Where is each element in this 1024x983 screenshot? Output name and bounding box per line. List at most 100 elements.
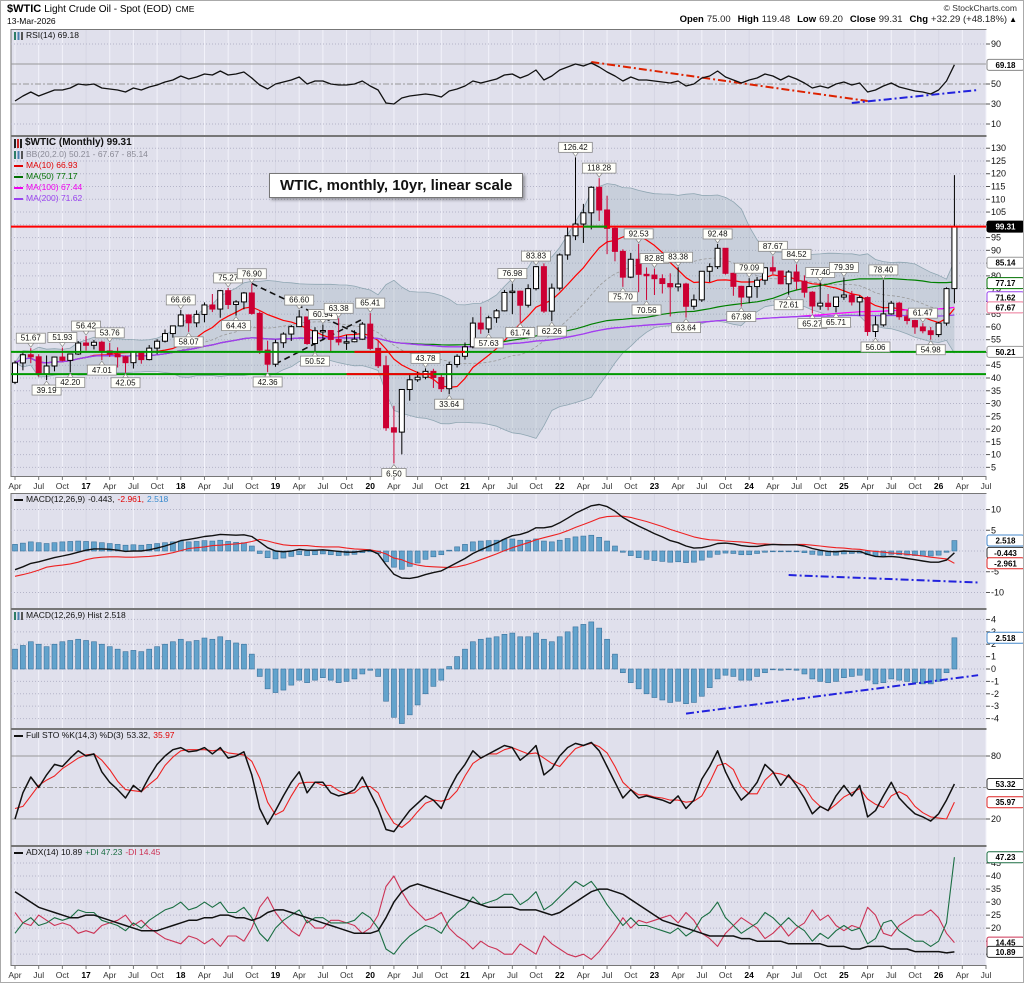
svg-text:62.26: 62.26 — [542, 327, 563, 336]
price-plot: 51.67 39.19 51.93 42.20 56.42 47.01 53.76 42.05… — [1, 136, 1023, 477]
svg-text:2.518: 2.518 — [995, 634, 1016, 643]
svg-text:30: 30 — [991, 399, 1001, 409]
svg-text:Oct: Oct — [340, 970, 354, 980]
svg-text:55: 55 — [991, 335, 1001, 345]
header-right: © StockCharts.com Open 75.00 High 119.48 Low… — [673, 3, 1017, 25]
svg-text:20: 20 — [991, 923, 1001, 933]
svg-text:Oct: Oct — [56, 970, 70, 980]
svg-text:19: 19 — [271, 970, 281, 980]
xaxis-bottom-labels: Apr Jul Oct 17 Apr Jul Oct 18 Apr Jul Oct 19 Apr Jul O… — [1, 966, 1023, 982]
stockcharts-credit: © StockCharts.com — [943, 3, 1017, 13]
svg-text:1: 1 — [991, 652, 996, 662]
svg-text:Oct: Oct — [340, 481, 354, 491]
svg-text:75.70: 75.70 — [613, 293, 634, 302]
svg-text:Jul: Jul — [981, 481, 992, 491]
xaxis-top: Apr Jul Oct 17 Apr Jul Oct 18 Apr Jul Oct 19 Apr Jul O… — [1, 477, 1023, 493]
quote-label: Close — [849, 14, 876, 25]
svg-text:Jul: Jul — [981, 970, 992, 980]
svg-text:Apr: Apr — [482, 481, 495, 491]
svg-text:Jul: Jul — [412, 481, 423, 491]
svg-text:5: 5 — [991, 462, 996, 472]
svg-text:Apr: Apr — [956, 970, 969, 980]
svg-text:10: 10 — [991, 450, 1001, 460]
svg-text:Apr: Apr — [387, 970, 400, 980]
svg-text:Oct: Oct — [150, 970, 164, 980]
svg-text:77.17: 77.17 — [995, 279, 1016, 288]
svg-text:Oct: Oct — [624, 481, 638, 491]
svg-text:Jul: Jul — [886, 970, 897, 980]
svg-text:Jul: Jul — [602, 970, 613, 980]
svg-text:-4: -4 — [991, 714, 999, 724]
ohlc-quote: Open 75.00 High 119.48 Low 69.20 Close 99.31 Chg… — [673, 14, 1017, 25]
svg-text:Jul: Jul — [128, 481, 139, 491]
svg-text:Oct: Oct — [435, 481, 449, 491]
svg-text:Oct: Oct — [56, 481, 70, 491]
svg-text:Jul: Jul — [886, 481, 897, 491]
svg-text:Apr: Apr — [956, 481, 969, 491]
svg-text:67.98: 67.98 — [731, 312, 752, 321]
svg-text:69.18: 69.18 — [995, 61, 1016, 70]
quote-value: 119.48 — [761, 14, 791, 25]
svg-text:4: 4 — [991, 614, 996, 624]
svg-text:40: 40 — [991, 871, 1001, 881]
svg-text:0: 0 — [991, 664, 996, 674]
svg-text:66.66: 66.66 — [171, 295, 192, 304]
svg-text:Apr: Apr — [577, 481, 590, 491]
svg-text:51.93: 51.93 — [52, 333, 73, 342]
svg-text:17: 17 — [81, 481, 91, 491]
svg-text:33.64: 33.64 — [439, 400, 460, 409]
svg-text:-10: -10 — [991, 587, 1004, 597]
svg-text:2.518: 2.518 — [995, 537, 1016, 546]
svg-text:24: 24 — [744, 481, 754, 491]
svg-text:64.43: 64.43 — [226, 321, 247, 330]
svg-text:76.98: 76.98 — [502, 269, 523, 278]
svg-text:70.56: 70.56 — [637, 306, 658, 315]
svg-text:19: 19 — [271, 481, 281, 491]
svg-text:57.63: 57.63 — [479, 339, 500, 348]
quote-label: Open — [679, 14, 704, 25]
svg-text:95: 95 — [991, 233, 1001, 243]
sto-plot: 80 20 53.32 35.97 — [1, 729, 1023, 846]
svg-text:65: 65 — [991, 309, 1001, 319]
svg-text:Apr: Apr — [672, 481, 685, 491]
svg-text:Apr: Apr — [103, 481, 116, 491]
svg-text:18: 18 — [176, 481, 186, 491]
svg-text:17: 17 — [81, 970, 91, 980]
svg-text:Apr: Apr — [103, 970, 116, 980]
svg-text:Apr: Apr — [861, 481, 874, 491]
quote-label: Chg — [909, 14, 929, 25]
svg-text:Jul: Jul — [791, 481, 802, 491]
svg-text:20: 20 — [991, 424, 1001, 434]
svg-text:83.83: 83.83 — [526, 252, 547, 261]
symbol: $WTIC — [7, 3, 42, 15]
svg-text:Oct: Oct — [529, 481, 543, 491]
svg-text:63.64: 63.64 — [676, 323, 697, 332]
svg-text:24: 24 — [744, 970, 754, 980]
svg-text:23: 23 — [650, 481, 660, 491]
svg-text:83.38: 83.38 — [668, 253, 689, 262]
up-arrow-icon: ▲ — [1009, 15, 1017, 24]
svg-text:Jul: Jul — [317, 481, 328, 491]
svg-text:Jul: Jul — [507, 970, 518, 980]
svg-text:42.20: 42.20 — [60, 378, 81, 387]
svg-text:Jul: Jul — [128, 970, 139, 980]
svg-text:Apr: Apr — [482, 970, 495, 980]
svg-text:25: 25 — [839, 481, 849, 491]
svg-text:Oct: Oct — [908, 970, 922, 980]
svg-text:Apr: Apr — [672, 970, 685, 980]
svg-text:18: 18 — [176, 970, 186, 980]
svg-text:90: 90 — [991, 245, 1001, 255]
svg-text:Apr: Apr — [861, 970, 874, 980]
svg-text:105: 105 — [991, 207, 1006, 217]
quote-label: Low — [797, 14, 817, 25]
svg-text:10: 10 — [991, 119, 1001, 129]
svg-text:-3: -3 — [991, 701, 999, 711]
svg-text:66.60: 66.60 — [289, 296, 310, 305]
svg-text:61.47: 61.47 — [913, 309, 934, 318]
svg-text:23: 23 — [650, 970, 660, 980]
svg-text:-2.961: -2.961 — [994, 559, 1017, 568]
svg-text:110: 110 — [991, 194, 1005, 204]
svg-text:Oct: Oct — [814, 481, 828, 491]
svg-text:10.89: 10.89 — [995, 948, 1016, 957]
